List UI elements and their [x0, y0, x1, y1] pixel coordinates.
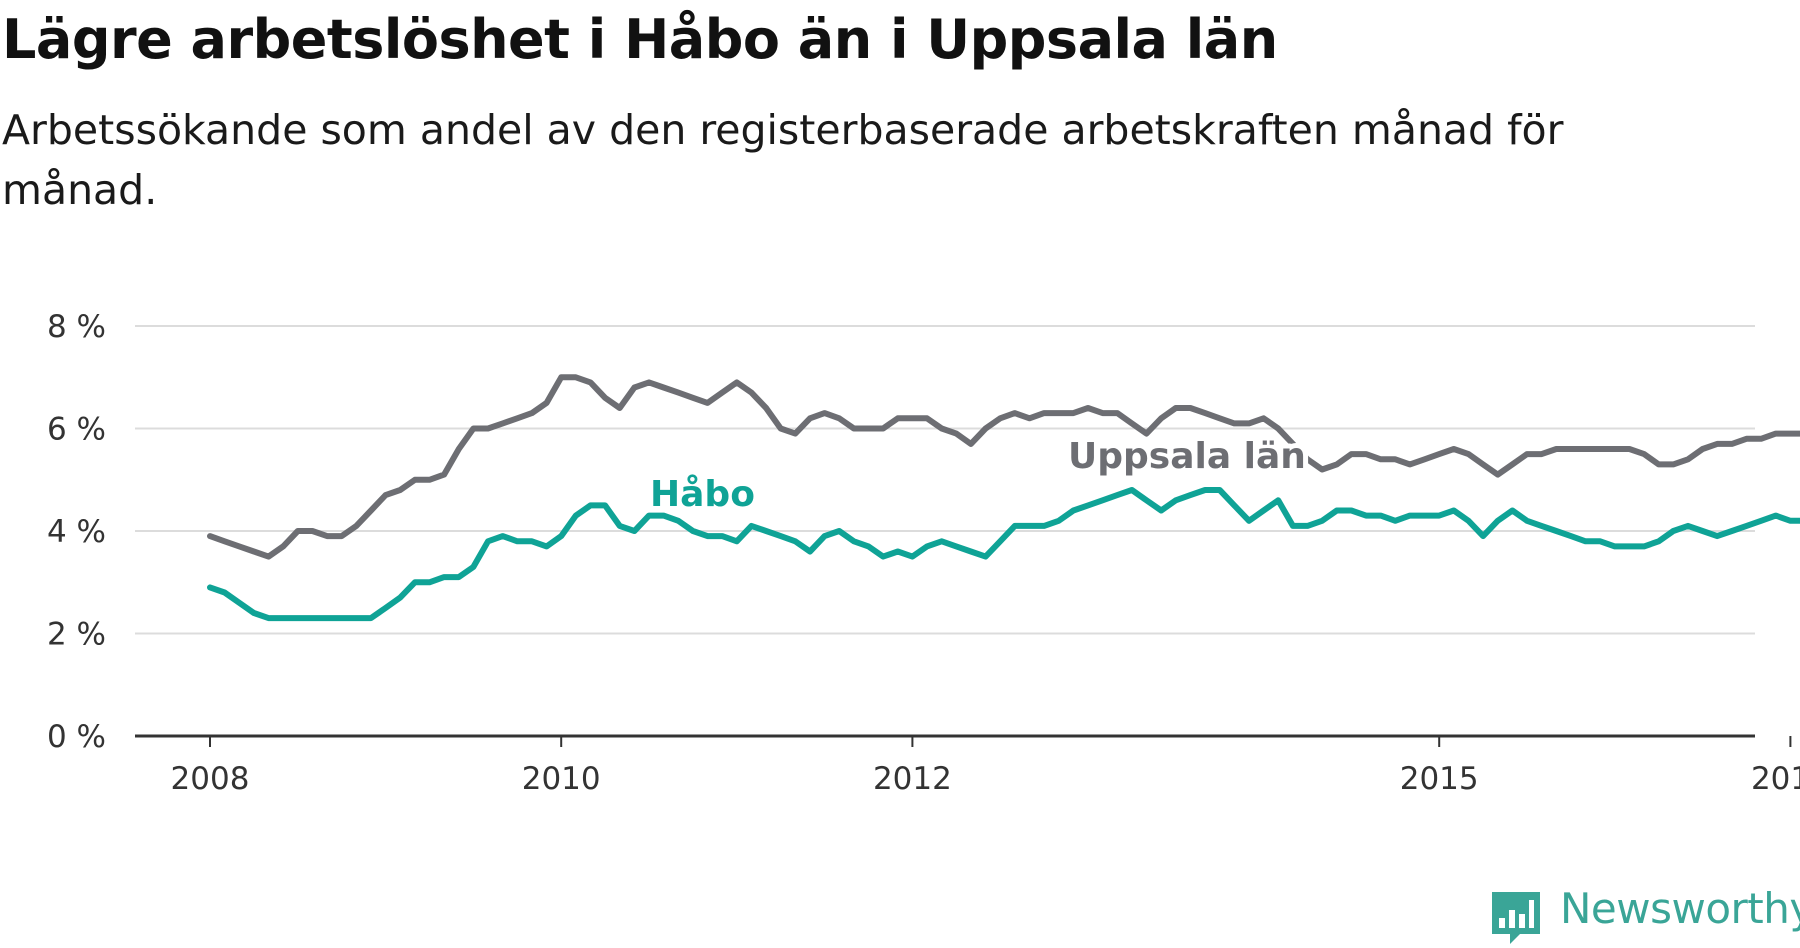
y-tick-label: 2 % [47, 617, 106, 653]
chart-subtitle: Arbetssökande som andel av den registerb… [2, 106, 1564, 214]
series-line-uppsala-lan [207, 374, 1800, 560]
x-tick-label: 2010 [522, 761, 601, 797]
y-tick-label: 6 % [47, 412, 106, 448]
series-label-uppsala-lan: Uppsala län [1068, 436, 1306, 477]
series-line-habo [207, 487, 1800, 622]
y-tick-label: 4 % [47, 514, 106, 550]
series-lines [207, 374, 1800, 622]
brand-name: Newsworthy [1560, 884, 1800, 933]
series-label-habo: Håbo [650, 474, 755, 515]
series-label-uppsala-lan-halo: Uppsala län [1068, 436, 1306, 477]
x-tick-label: 2017 [1751, 761, 1800, 797]
bar-chart-flag-icon [1492, 892, 1540, 944]
y-tick-label: 0 % [47, 719, 106, 755]
newsworthy-logo: Newsworthy [1490, 884, 1800, 944]
x-tick-label: 2008 [171, 761, 250, 797]
y-gridlines [135, 325, 1755, 635]
y-axis-ticks: 0 % 2 % 4 % 6 % 8 % [47, 309, 106, 755]
y-tick-label: 8 % [47, 309, 106, 345]
x-axis-ticks: 20082010201220152017202020222024 [171, 736, 1800, 797]
chart-title: Lägre arbetslöshet i Håbo än i Uppsala l… [2, 8, 1278, 71]
series-label-habo-halo: Håbo [650, 474, 755, 515]
x-tick-label: 2012 [873, 761, 952, 797]
x-tick-label: 2015 [1400, 761, 1479, 797]
